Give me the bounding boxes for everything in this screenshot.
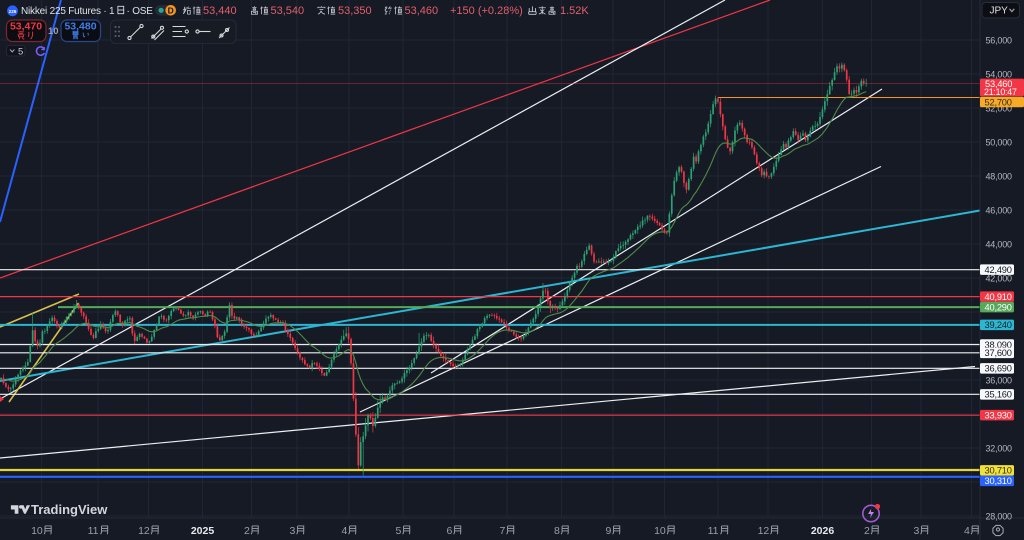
svg-text:36,000: 36,000 <box>986 375 1013 385</box>
svg-text:37,600: 37,600 <box>985 348 1012 358</box>
svg-text:35,160: 35,160 <box>985 390 1012 400</box>
svg-text:2: 2 <box>864 525 870 537</box>
svg-text:53,440: 53,440 <box>203 5 237 17</box>
svg-text:D: D <box>168 5 174 15</box>
svg-text:54,000: 54,000 <box>986 69 1013 79</box>
svg-text:40,910: 40,910 <box>985 292 1012 302</box>
svg-text:12: 12 <box>758 525 770 537</box>
svg-text:JPY: JPY <box>990 5 1009 16</box>
svg-text:36,690: 36,690 <box>985 364 1012 374</box>
svg-text:46,000: 46,000 <box>986 205 1013 215</box>
svg-text:42,000: 42,000 <box>986 273 1013 283</box>
svg-text:3: 3 <box>914 525 920 537</box>
svg-text:21:10:47: 21:10:47 <box>984 87 1017 97</box>
svg-text:53,460: 53,460 <box>405 5 439 17</box>
svg-text:1.52K: 1.52K <box>560 5 589 17</box>
svg-text:TradingView: TradingView <box>31 502 108 517</box>
svg-text:7: 7 <box>500 525 506 537</box>
svg-text:11: 11 <box>708 525 719 537</box>
svg-text:11: 11 <box>88 525 99 537</box>
svg-text:32,000: 32,000 <box>986 443 1013 453</box>
svg-text:5: 5 <box>18 47 23 58</box>
svg-text:4: 4 <box>342 525 348 537</box>
svg-text:Nikkei 225 Futures · 1: Nikkei 225 Futures · 1 <box>21 6 115 17</box>
svg-text:10: 10 <box>654 525 666 537</box>
svg-text:56,000: 56,000 <box>986 35 1013 45</box>
svg-text:39,240: 39,240 <box>985 320 1012 330</box>
svg-text:5: 5 <box>396 525 402 537</box>
svg-text:52,700: 52,700 <box>985 98 1012 108</box>
svg-text:44,000: 44,000 <box>986 239 1013 249</box>
svg-text:9: 9 <box>606 525 612 537</box>
svg-text:30,310: 30,310 <box>985 476 1012 486</box>
svg-text:28,000: 28,000 <box>986 511 1013 521</box>
svg-text:6: 6 <box>447 525 453 537</box>
svg-text:52,000: 52,000 <box>986 103 1013 113</box>
svg-text:+150 (+0.28%): +150 (+0.28%) <box>450 5 523 17</box>
svg-text:53,540: 53,540 <box>271 5 305 17</box>
svg-text:53,350: 53,350 <box>338 5 372 17</box>
svg-text:53,470: 53,470 <box>10 21 42 33</box>
svg-text:53,480: 53,480 <box>64 21 96 33</box>
svg-text:2: 2 <box>244 525 250 537</box>
svg-text:2026: 2026 <box>811 525 835 537</box>
svg-text:50,000: 50,000 <box>986 137 1013 147</box>
svg-text:10: 10 <box>48 26 59 37</box>
svg-text:10: 10 <box>31 525 43 537</box>
svg-text:3: 3 <box>290 525 296 537</box>
svg-text:30,710: 30,710 <box>985 466 1012 476</box>
svg-text:· OSE: · OSE <box>127 6 154 17</box>
svg-text:53,460: 53,460 <box>985 79 1012 89</box>
svg-text:12: 12 <box>138 525 150 537</box>
svg-text:225: 225 <box>9 9 17 14</box>
svg-text:33,930: 33,930 <box>985 411 1012 421</box>
svg-text:8: 8 <box>554 525 560 537</box>
svg-text:2025: 2025 <box>191 525 215 537</box>
svg-text:42,490: 42,490 <box>985 265 1012 275</box>
svg-text:38,090: 38,090 <box>985 340 1012 350</box>
svg-text:40,290: 40,290 <box>985 302 1012 312</box>
svg-text:48,000: 48,000 <box>986 171 1013 181</box>
svg-text:4: 4 <box>964 525 970 537</box>
